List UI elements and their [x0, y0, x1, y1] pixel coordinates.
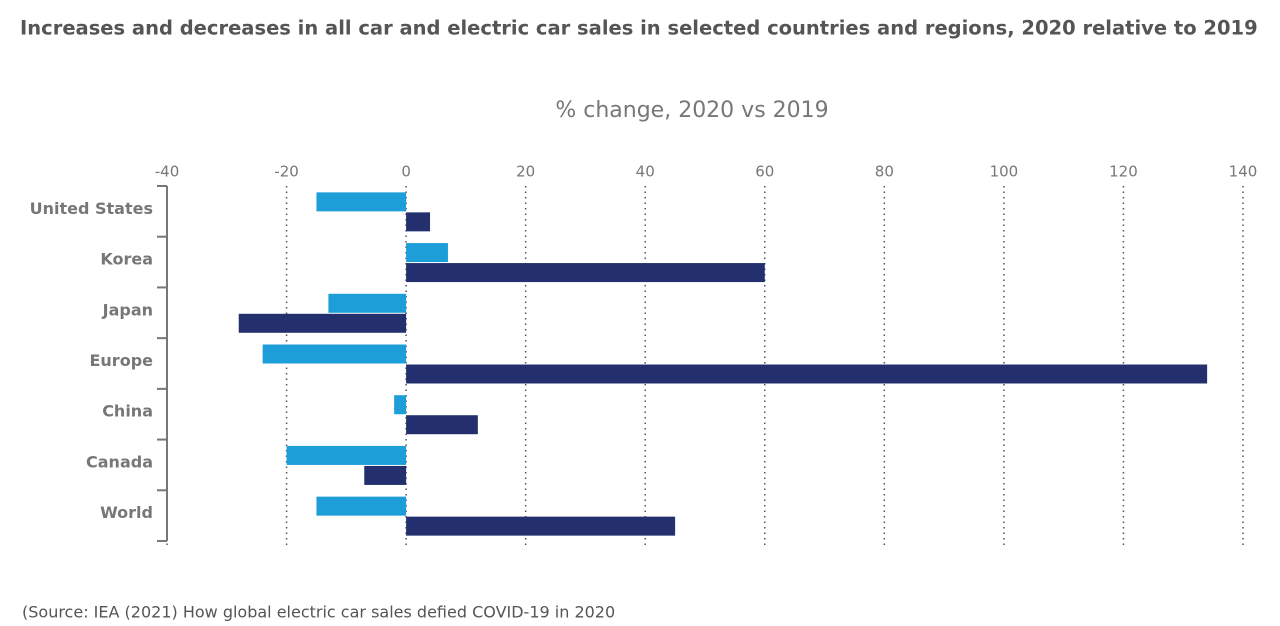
y-tick-label: World: [100, 503, 153, 522]
y-tick-label: China: [102, 402, 153, 421]
x-tick-label: 20: [516, 163, 535, 181]
x-tick-label: -40: [155, 163, 180, 181]
y-tick-label: Europe: [89, 351, 153, 370]
x-tick-label: 80: [875, 163, 894, 181]
bar: [286, 445, 407, 465]
x-tick-label: 120: [1109, 163, 1138, 181]
bar: [406, 516, 676, 536]
y-tick-label: United States: [30, 199, 153, 218]
x-tick-label: -20: [274, 163, 299, 181]
bar: [406, 415, 478, 435]
y-tick-label: Korea: [100, 250, 153, 269]
bar: [406, 364, 1208, 384]
bar: [406, 263, 765, 283]
x-tick-label: 60: [755, 163, 774, 181]
x-tick-label: 100: [990, 163, 1019, 181]
bar: [316, 192, 407, 212]
chart-subtitle: % change, 2020 vs 2019: [555, 98, 828, 123]
bar: [364, 465, 407, 485]
y-tick-label: Canada: [86, 452, 153, 471]
bar: [394, 395, 407, 415]
x-tick-label: 40: [636, 163, 655, 181]
bar: [406, 212, 431, 232]
bar: [316, 496, 407, 516]
x-tick-label: 140: [1229, 163, 1258, 181]
source-note: (Source: IEA (2021) How global electric …: [22, 603, 615, 622]
bar: [262, 344, 407, 364]
x-tick-label: 0: [401, 163, 411, 181]
y-tick-label: Japan: [102, 300, 153, 319]
bar: [406, 243, 448, 263]
bar: [328, 293, 407, 313]
bar: [238, 313, 407, 333]
chart-title: Increases and decreases in all car and e…: [20, 17, 1258, 40]
